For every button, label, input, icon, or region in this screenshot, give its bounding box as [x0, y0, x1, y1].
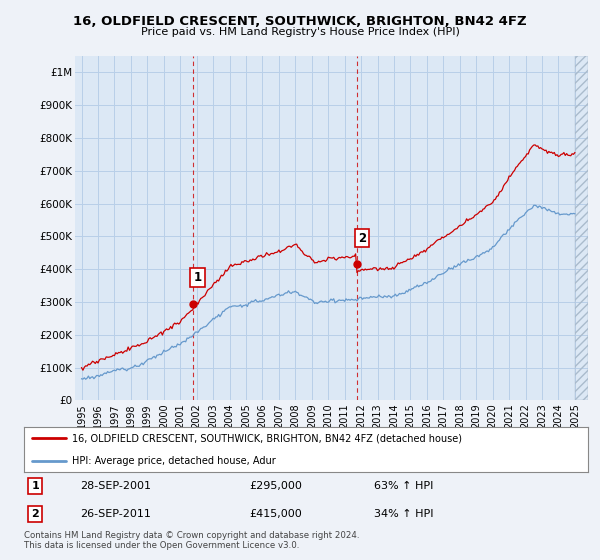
Text: 1: 1: [193, 271, 202, 284]
Text: 26-SEP-2011: 26-SEP-2011: [80, 508, 151, 519]
Text: 34% ↑ HPI: 34% ↑ HPI: [374, 508, 433, 519]
Text: 1: 1: [31, 481, 39, 491]
Text: HPI: Average price, detached house, Adur: HPI: Average price, detached house, Adur: [72, 456, 275, 466]
Text: 2: 2: [358, 231, 366, 245]
Text: £295,000: £295,000: [250, 481, 302, 491]
Text: Contains HM Land Registry data © Crown copyright and database right 2024.: Contains HM Land Registry data © Crown c…: [24, 531, 359, 540]
Text: 63% ↑ HPI: 63% ↑ HPI: [374, 481, 433, 491]
Text: 28-SEP-2001: 28-SEP-2001: [80, 481, 151, 491]
Text: 16, OLDFIELD CRESCENT, SOUTHWICK, BRIGHTON, BN42 4FZ (detached house): 16, OLDFIELD CRESCENT, SOUTHWICK, BRIGHT…: [72, 433, 462, 444]
Text: £415,000: £415,000: [250, 508, 302, 519]
Text: 2: 2: [31, 508, 39, 519]
Text: This data is licensed under the Open Government Licence v3.0.: This data is licensed under the Open Gov…: [24, 541, 299, 550]
Text: Price paid vs. HM Land Registry's House Price Index (HPI): Price paid vs. HM Land Registry's House …: [140, 27, 460, 37]
Text: 16, OLDFIELD CRESCENT, SOUTHWICK, BRIGHTON, BN42 4FZ: 16, OLDFIELD CRESCENT, SOUTHWICK, BRIGHT…: [73, 15, 527, 27]
